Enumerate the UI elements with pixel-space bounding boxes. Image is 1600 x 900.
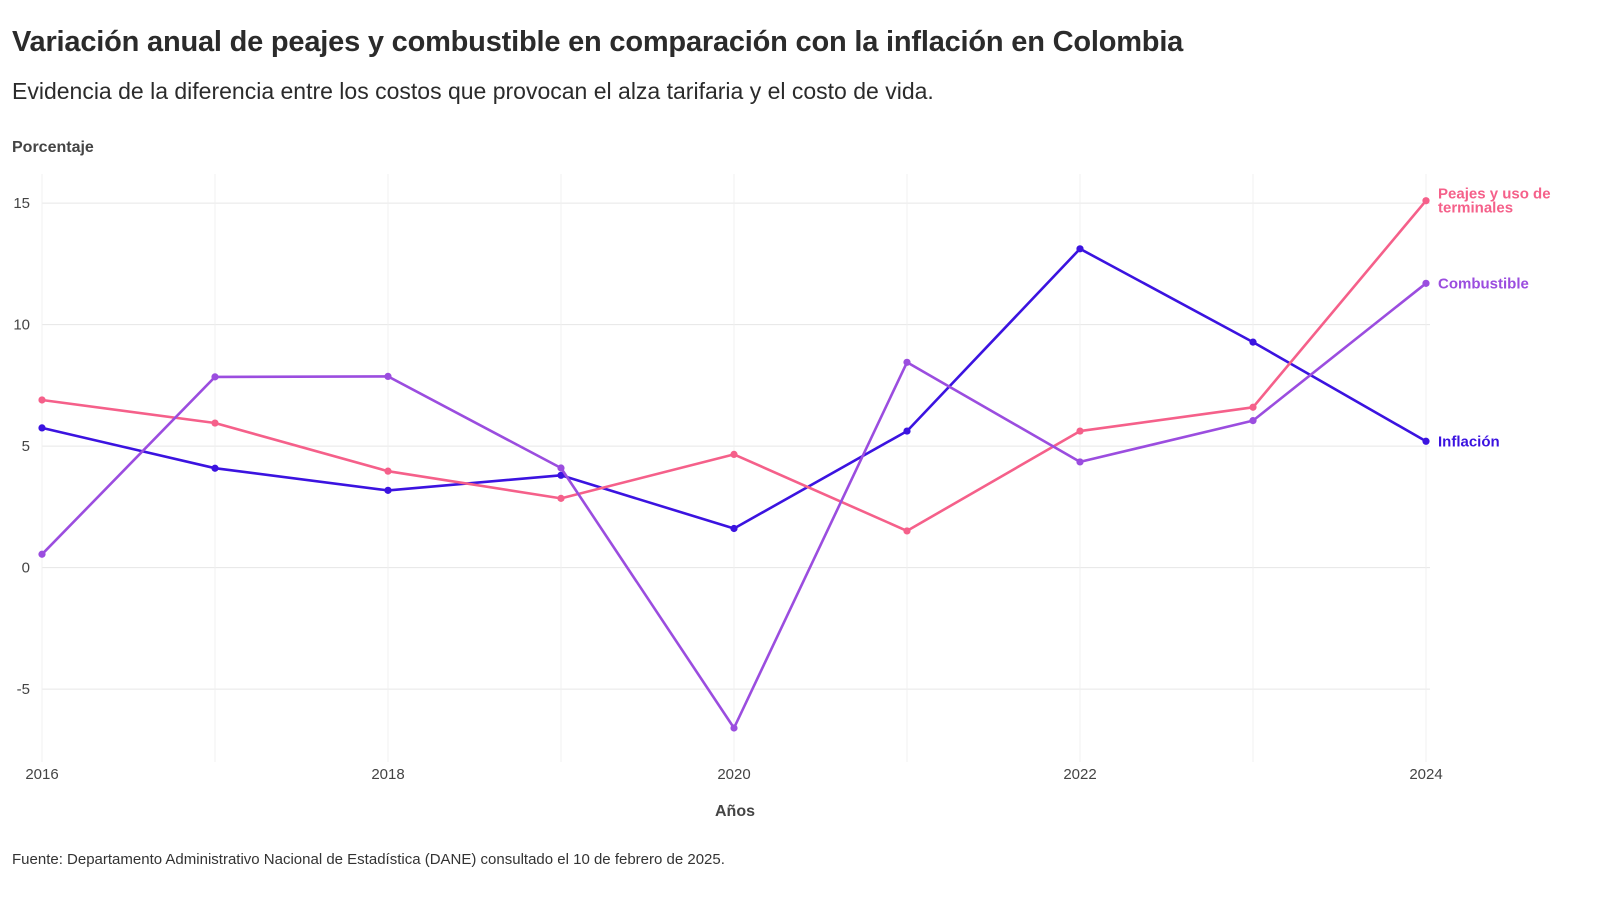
x-tick-label: 2018 <box>371 766 404 783</box>
data-point <box>903 527 911 535</box>
y-axis-label: Porcentaje <box>12 139 94 156</box>
y-tick-label: 10 <box>13 317 30 334</box>
data-point <box>384 486 392 494</box>
data-point <box>903 427 911 435</box>
x-tick-label: 2022 <box>1063 766 1096 783</box>
data-point <box>38 396 46 404</box>
data-point <box>557 471 565 479</box>
data-point <box>384 372 392 380</box>
series-end-label: Combustible <box>1438 275 1529 292</box>
data-point <box>557 464 565 472</box>
data-point <box>1422 437 1430 445</box>
data-point <box>730 724 738 732</box>
series-lines <box>38 197 1430 732</box>
data-point <box>38 550 46 558</box>
chart-title: Variación anual de peajes y combustible … <box>12 26 1184 58</box>
y-tick-label: 0 <box>22 560 30 577</box>
data-point <box>1076 245 1084 253</box>
data-point <box>557 494 565 502</box>
series-end-label: terminales <box>1438 200 1513 217</box>
data-point <box>1076 458 1084 466</box>
data-point <box>1076 427 1084 435</box>
y-tick-label: 5 <box>22 438 30 455</box>
data-point <box>384 467 392 475</box>
chart-subtitle: Evidencia de la diferencia entre los cos… <box>12 78 934 104</box>
series-end-label: Peajes y uso de <box>1438 186 1551 203</box>
x-tick-label: 2020 <box>717 766 750 783</box>
data-point <box>1422 279 1430 287</box>
data-point <box>730 524 738 533</box>
x-tick-label: 2024 <box>1409 766 1442 783</box>
x-axis-ticks: 2016 2018 2020 2022 2024 <box>25 766 1442 783</box>
data-point <box>1422 197 1430 205</box>
series-end-label: Inflación <box>1438 433 1500 450</box>
data-point <box>730 450 738 458</box>
gridlines <box>41 174 1430 762</box>
data-point <box>1249 417 1257 425</box>
x-tick-label: 2016 <box>25 766 58 783</box>
source-note: Fuente: Departamento Administrativo Naci… <box>12 851 725 868</box>
data-point <box>211 464 219 472</box>
x-axis-label: Años <box>715 803 755 820</box>
data-point <box>38 424 46 432</box>
data-point <box>211 373 219 381</box>
data-point <box>1249 403 1257 411</box>
y-tick-label: 15 <box>13 195 30 212</box>
data-point <box>903 358 911 366</box>
y-tick-label: -5 <box>17 681 30 698</box>
data-point <box>211 419 219 427</box>
y-axis-ticks: 15 10 5 0 -5 <box>13 195 30 698</box>
data-point <box>1249 338 1257 346</box>
